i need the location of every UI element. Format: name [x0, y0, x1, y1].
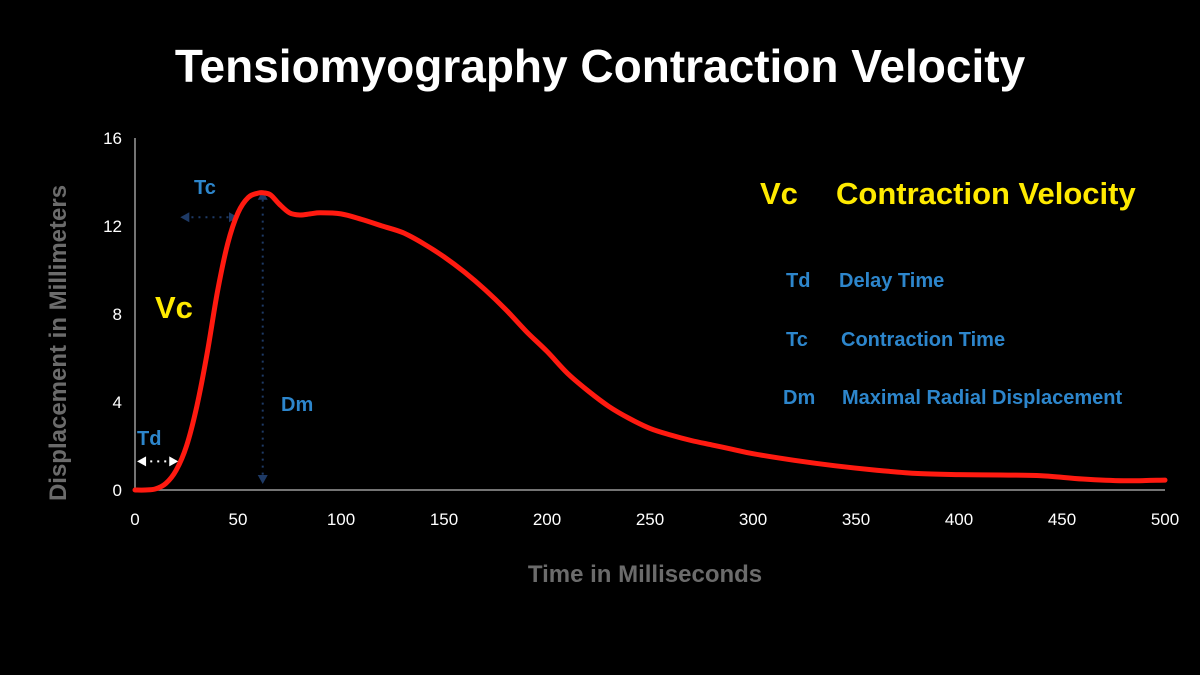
td-arrow-head-left	[137, 456, 147, 467]
legend-heading-abbr: Vc	[760, 176, 798, 211]
y-tick-label: 12	[103, 217, 122, 236]
tick-labels: 0 50 100 150 200 250 300 350 400 450 500 0 4 8 12 16	[103, 129, 1179, 529]
y-tick-label: 8	[113, 305, 122, 324]
legend-item-text: Maximal Radial Displacement	[842, 387, 1122, 409]
y-tick-label: 0	[113, 481, 122, 500]
dm-arrow-head-bottom	[257, 475, 268, 484]
x-tick-label: 500	[1151, 510, 1179, 529]
curve-label-vc: Vc	[155, 290, 193, 325]
legend-item-text: Delay Time	[839, 270, 944, 292]
legend-item-abbr: Td	[786, 270, 810, 292]
tc-arrow-head-left	[180, 212, 190, 223]
x-tick-label: 0	[130, 510, 139, 529]
td-arrow-head-right	[169, 456, 179, 467]
chart-title: Tensiomyography Contraction Velocity	[175, 40, 1026, 92]
y-tick-label: 4	[113, 393, 122, 412]
y-axis-title: Displacement in Millimeters	[45, 185, 72, 501]
series-line	[132, 190, 1168, 493]
td-label: Td	[137, 428, 161, 450]
x-tick-label: 200	[533, 510, 561, 529]
tc-label: Tc	[194, 177, 216, 199]
x-tick-label: 400	[945, 510, 973, 529]
legend-heading-text: Contraction Velocity	[836, 176, 1136, 211]
legend: Vc Contraction Velocity Td Delay Time Tc…	[760, 176, 1136, 409]
x-axis-title: Time in Milliseconds	[528, 561, 762, 588]
x-tick-label: 100	[327, 510, 355, 529]
x-tick-label: 150	[430, 510, 458, 529]
dm-label: Dm	[281, 394, 313, 416]
x-tick-label: 450	[1048, 510, 1076, 529]
annotation-markers	[137, 190, 268, 484]
x-tick-label: 300	[739, 510, 767, 529]
x-tick-label: 250	[636, 510, 664, 529]
axes	[134, 138, 1165, 491]
legend-item-abbr: Tc	[786, 329, 808, 351]
legend-item-text: Contraction Time	[841, 329, 1005, 351]
x-tick-label: 350	[842, 510, 870, 529]
x-tick-label: 50	[229, 510, 248, 529]
plot-area	[132, 190, 1168, 493]
legend-item-abbr: Dm	[783, 387, 815, 409]
y-tick-label: 16	[103, 129, 122, 148]
dm-arrow-head-top	[257, 190, 268, 200]
